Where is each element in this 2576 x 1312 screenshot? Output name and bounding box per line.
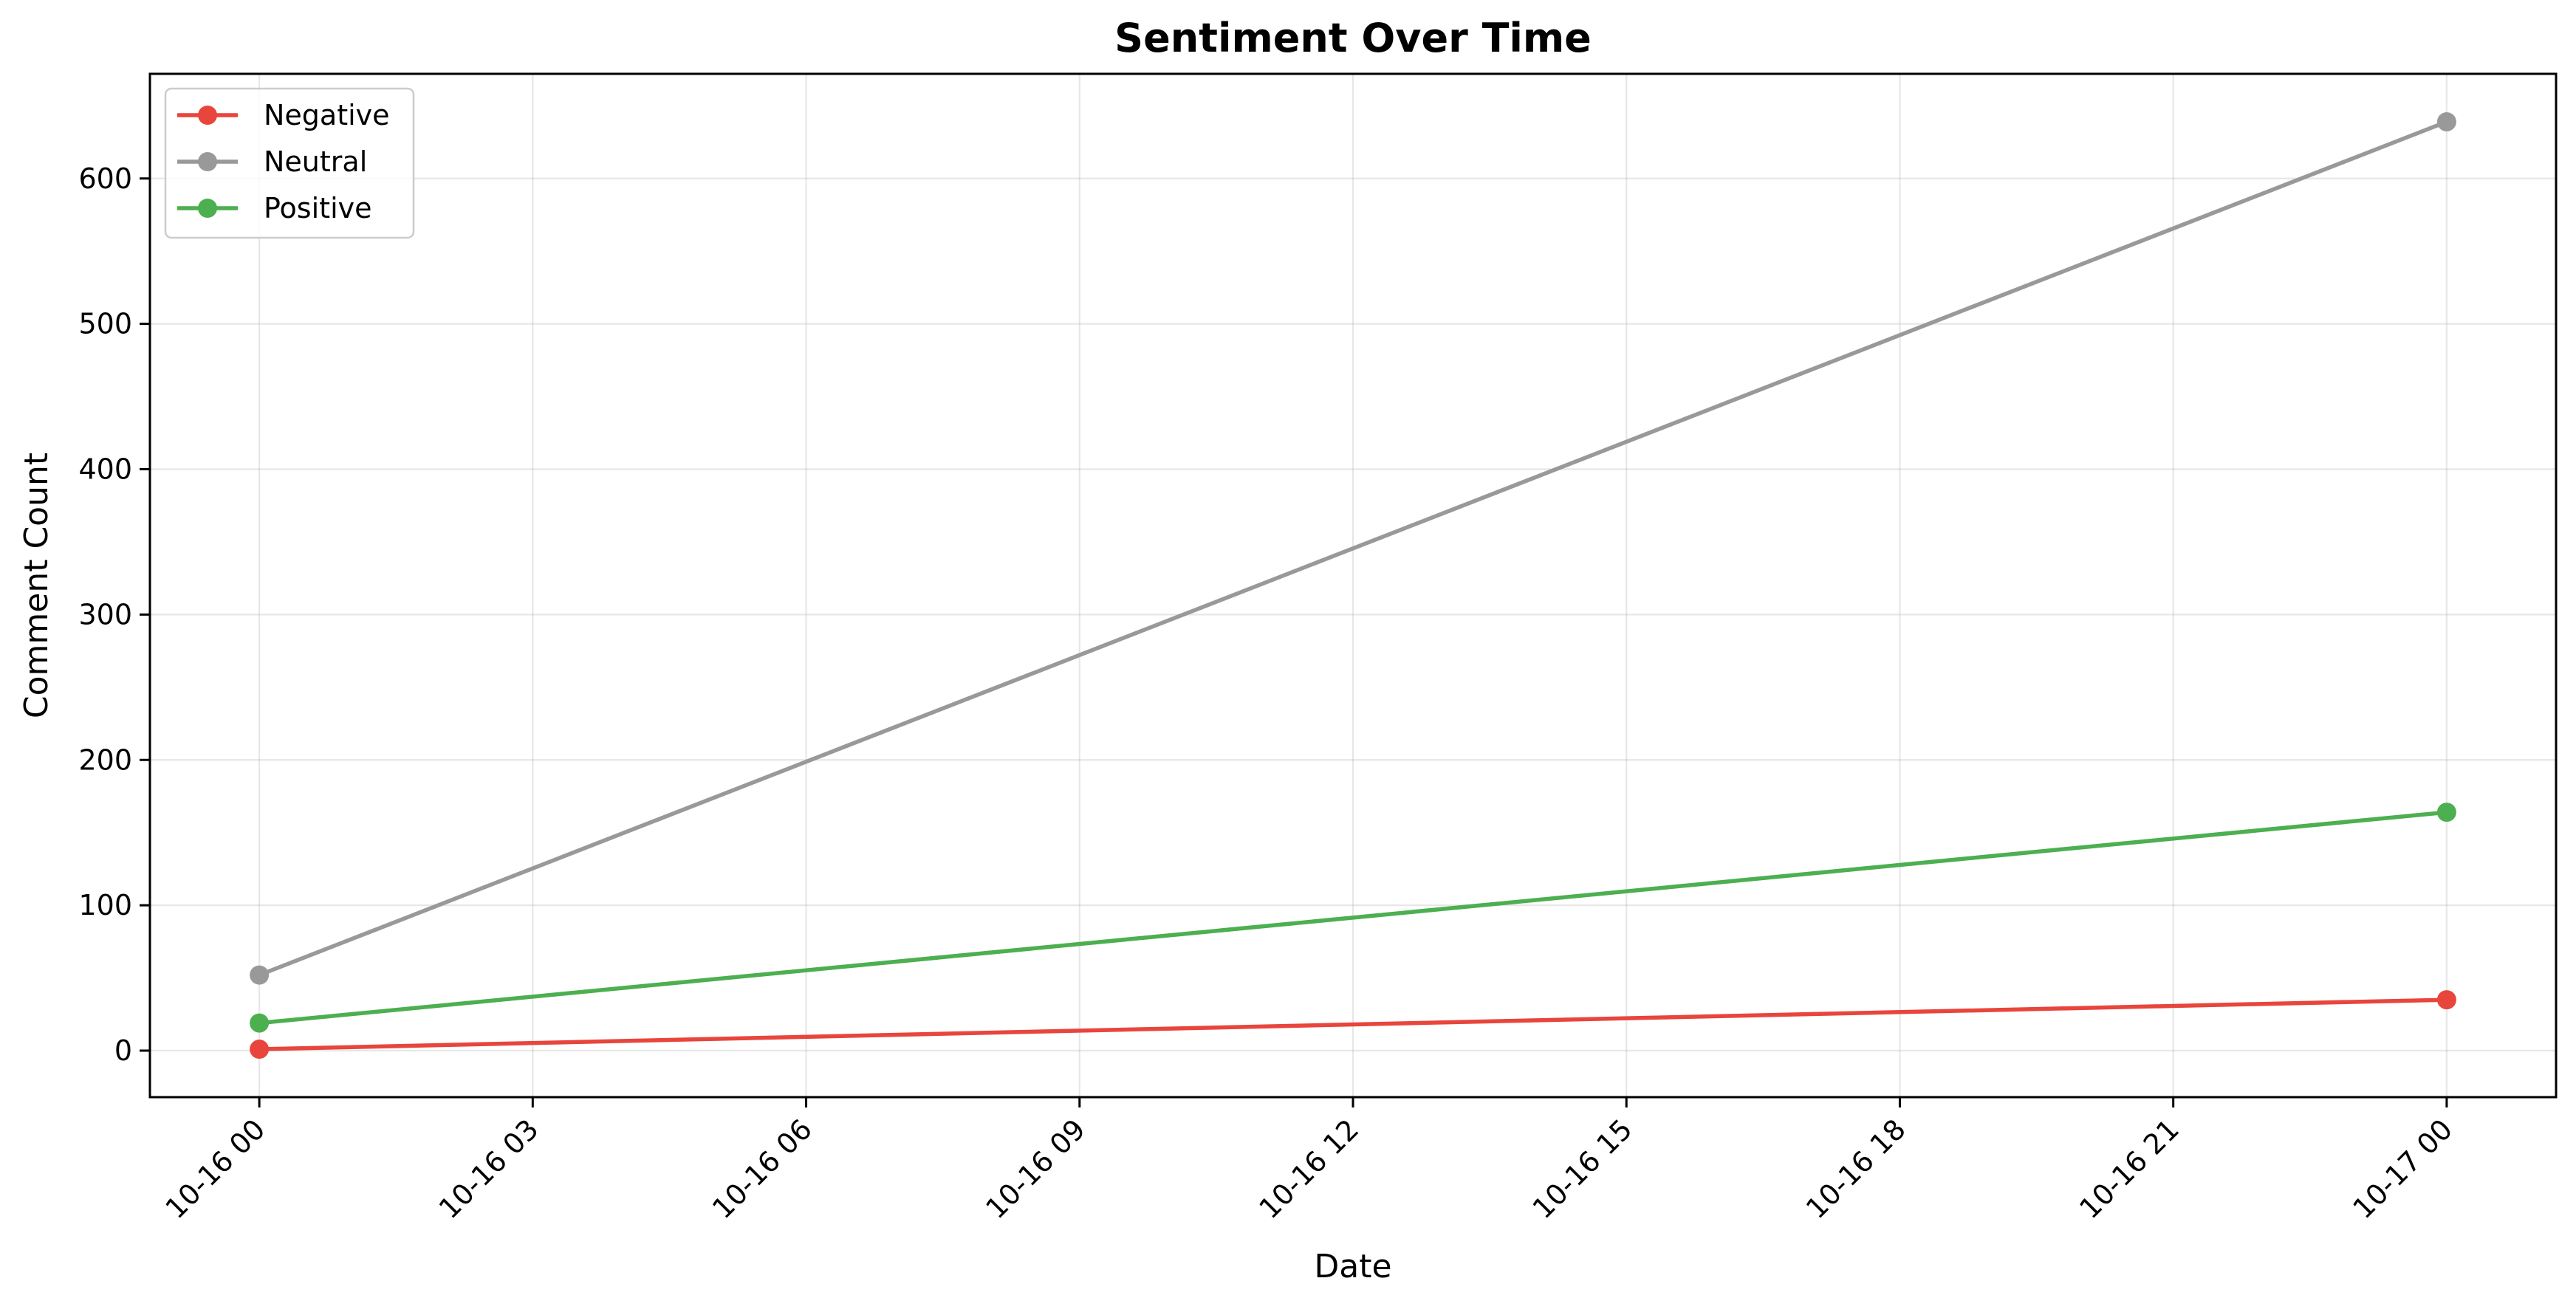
legend: Negative Neutral Positive <box>164 87 415 239</box>
legend-box <box>164 87 415 239</box>
legend-marker-neutral <box>198 152 217 171</box>
y-tick-label: 400 <box>78 453 132 486</box>
legend-label-neutral: Neutral <box>264 145 367 178</box>
data-point-positive <box>250 1013 270 1033</box>
legend-marker-positive <box>198 199 217 218</box>
y-axis-ticks: 0 100 200 300 400 500 600 <box>78 162 150 1067</box>
y-axis-label: Comment Count <box>18 453 55 718</box>
grid <box>150 74 2556 1097</box>
legend-marker-negative <box>198 106 217 125</box>
data-point-negative <box>2436 990 2456 1010</box>
y-tick-label: 200 <box>78 743 132 776</box>
series-line-neutral <box>258 120 2447 978</box>
series-line-positive <box>258 810 2447 1026</box>
data-point-positive <box>2436 803 2456 822</box>
series-line-negative <box>259 997 2447 1051</box>
series-lines <box>250 111 2456 1059</box>
y-tick-label: 0 <box>114 1034 132 1067</box>
y-tick-label: 300 <box>78 598 132 631</box>
legend-label-negative: Negative <box>264 99 390 131</box>
x-axis-label: Date <box>1314 1248 1391 1285</box>
y-tick-label: 100 <box>78 889 132 921</box>
y-tick-label: 600 <box>78 162 132 195</box>
legend-label-positive: Positive <box>264 192 372 224</box>
chart-title: Sentiment Over Time <box>1114 15 1592 61</box>
data-point-neutral <box>2436 111 2456 131</box>
data-point-neutral <box>250 965 270 985</box>
data-point-negative <box>250 1040 270 1059</box>
y-tick-label: 500 <box>78 308 132 340</box>
legend-entries: Negative Neutral Positive <box>177 99 390 224</box>
